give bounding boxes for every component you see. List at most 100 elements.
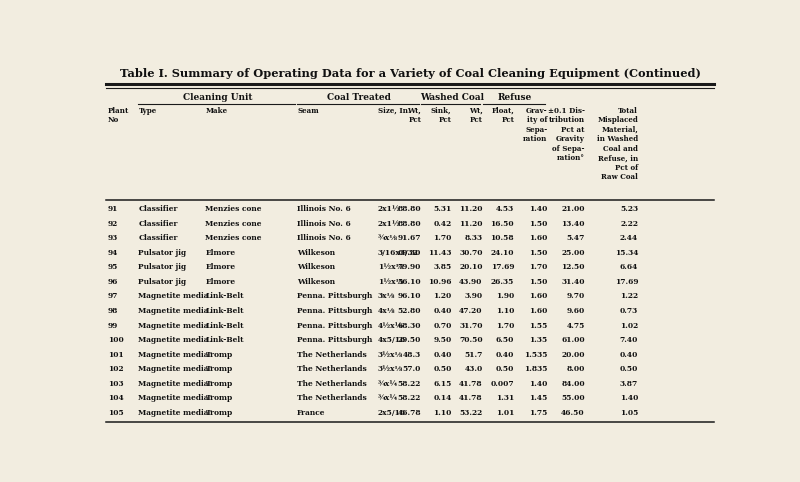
Text: 1.40: 1.40 xyxy=(530,380,548,388)
Text: 2.44: 2.44 xyxy=(620,234,638,242)
Text: Magnetite media: Magnetite media xyxy=(138,394,209,402)
Text: 9.60: 9.60 xyxy=(566,307,585,315)
Text: 46.78: 46.78 xyxy=(398,409,421,417)
Text: 3.87: 3.87 xyxy=(620,380,638,388)
Text: Seam: Seam xyxy=(297,107,319,115)
Text: 0.40: 0.40 xyxy=(620,350,638,359)
Text: 0.50: 0.50 xyxy=(496,365,514,373)
Text: The Netherlands: The Netherlands xyxy=(297,365,367,373)
Text: Size, In.: Size, In. xyxy=(378,107,410,115)
Text: 3½x⅛: 3½x⅛ xyxy=(378,350,403,359)
Text: Menzies cone: Menzies cone xyxy=(206,234,262,242)
Text: Elmore: Elmore xyxy=(206,263,235,271)
Text: 15.34: 15.34 xyxy=(614,249,638,257)
Text: Penna. Pittsburgh: Penna. Pittsburgh xyxy=(297,336,373,344)
Text: 1.02: 1.02 xyxy=(620,321,638,330)
Text: The Netherlands: The Netherlands xyxy=(297,350,367,359)
Text: 0.50: 0.50 xyxy=(433,365,451,373)
Text: 53.22: 53.22 xyxy=(459,409,482,417)
Text: Refuse: Refuse xyxy=(498,93,532,102)
Text: 5.47: 5.47 xyxy=(566,234,585,242)
Text: 70.50: 70.50 xyxy=(459,336,482,344)
Text: Table I. Summary of Operating Data for a Variety of Coal Cleaning Equipment (Con: Table I. Summary of Operating Data for a… xyxy=(119,68,701,79)
Text: 1.70: 1.70 xyxy=(496,321,514,330)
Text: Illinois No. 6: Illinois No. 6 xyxy=(297,234,351,242)
Text: 1.50: 1.50 xyxy=(530,249,548,257)
Text: 48.3: 48.3 xyxy=(403,350,421,359)
Text: Pulsator jig: Pulsator jig xyxy=(138,249,186,257)
Text: 55.00: 55.00 xyxy=(562,394,585,402)
Text: Coal Treated: Coal Treated xyxy=(327,93,391,102)
Text: 9.70: 9.70 xyxy=(566,293,585,300)
Text: 1.70: 1.70 xyxy=(530,263,548,271)
Text: Washed Coal: Washed Coal xyxy=(420,93,484,102)
Text: 4½x¼: 4½x¼ xyxy=(378,321,403,330)
Text: 10.96: 10.96 xyxy=(428,278,451,286)
Text: 102: 102 xyxy=(108,365,124,373)
Text: 1.55: 1.55 xyxy=(530,321,548,330)
Text: Link-Belt: Link-Belt xyxy=(206,321,244,330)
Text: Magnetite media: Magnetite media xyxy=(138,409,209,417)
Text: Penna. Pittsburgh: Penna. Pittsburgh xyxy=(297,321,373,330)
Text: ¾x¼: ¾x¼ xyxy=(378,380,398,388)
Text: 1.05: 1.05 xyxy=(620,409,638,417)
Text: 16.50: 16.50 xyxy=(490,220,514,228)
Text: 43.0: 43.0 xyxy=(464,365,482,373)
Text: Illinois No. 6: Illinois No. 6 xyxy=(297,205,351,213)
Text: 3/16x3/32: 3/16x3/32 xyxy=(378,249,418,257)
Text: Wilkeson: Wilkeson xyxy=(297,278,335,286)
Text: 3x⅛: 3x⅛ xyxy=(378,293,395,300)
Text: Tromp: Tromp xyxy=(206,409,233,417)
Text: 84.00: 84.00 xyxy=(562,380,585,388)
Text: Classifier: Classifier xyxy=(138,234,178,242)
Text: 13.40: 13.40 xyxy=(562,220,585,228)
Text: 46.50: 46.50 xyxy=(562,409,585,417)
Text: 2x1½: 2x1½ xyxy=(378,220,401,228)
Text: Magnetite media: Magnetite media xyxy=(138,293,209,300)
Text: 41.78: 41.78 xyxy=(459,380,482,388)
Text: 5.31: 5.31 xyxy=(434,205,451,213)
Text: 1.10: 1.10 xyxy=(496,307,514,315)
Text: Magnetite media: Magnetite media xyxy=(138,350,209,359)
Text: 30.70: 30.70 xyxy=(459,249,482,257)
Text: 52.80: 52.80 xyxy=(398,307,421,315)
Text: Link-Belt: Link-Belt xyxy=(206,307,244,315)
Text: 1.31: 1.31 xyxy=(496,394,514,402)
Text: 2x1½: 2x1½ xyxy=(378,205,401,213)
Text: 103: 103 xyxy=(108,380,124,388)
Text: 1.45: 1.45 xyxy=(530,394,548,402)
Text: 0.14: 0.14 xyxy=(433,394,451,402)
Text: 1.40: 1.40 xyxy=(620,394,638,402)
Text: 96: 96 xyxy=(108,278,118,286)
Text: 1.10: 1.10 xyxy=(433,409,451,417)
Text: 31.40: 31.40 xyxy=(562,278,585,286)
Text: 91: 91 xyxy=(108,205,118,213)
Text: 1.60: 1.60 xyxy=(530,293,548,300)
Text: 99: 99 xyxy=(108,321,118,330)
Text: 26.35: 26.35 xyxy=(490,278,514,286)
Text: 1.01: 1.01 xyxy=(496,409,514,417)
Text: 91.67: 91.67 xyxy=(398,234,421,242)
Text: 20.00: 20.00 xyxy=(562,350,585,359)
Text: Make: Make xyxy=(206,107,227,115)
Text: 4.75: 4.75 xyxy=(566,321,585,330)
Text: 0.73: 0.73 xyxy=(620,307,638,315)
Text: 93: 93 xyxy=(108,234,118,242)
Text: 68.30: 68.30 xyxy=(398,321,421,330)
Text: Magnetite media: Magnetite media xyxy=(138,321,209,330)
Text: ±0.1 Dis-
tribution
Pct at
Gravity
of Sepa-
ration°: ±0.1 Dis- tribution Pct at Gravity of Se… xyxy=(548,107,585,162)
Text: 0.40: 0.40 xyxy=(496,350,514,359)
Text: 2.22: 2.22 xyxy=(620,220,638,228)
Text: 88.80: 88.80 xyxy=(398,220,421,228)
Text: 1.20: 1.20 xyxy=(434,293,451,300)
Text: 56.10: 56.10 xyxy=(398,278,421,286)
Text: 24.10: 24.10 xyxy=(490,249,514,257)
Text: 3.90: 3.90 xyxy=(465,293,482,300)
Text: Wt,
Pct: Wt, Pct xyxy=(469,107,482,124)
Text: 11.20: 11.20 xyxy=(459,205,482,213)
Text: 1.70: 1.70 xyxy=(433,234,451,242)
Text: 41.78: 41.78 xyxy=(459,394,482,402)
Text: 17.69: 17.69 xyxy=(614,278,638,286)
Text: Classifier: Classifier xyxy=(138,205,178,213)
Text: Link-Belt: Link-Belt xyxy=(206,293,244,300)
